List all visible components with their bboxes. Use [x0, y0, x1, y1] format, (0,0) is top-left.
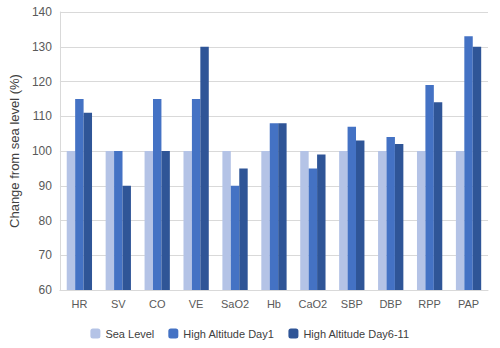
svg-text:Hb: Hb: [267, 298, 281, 310]
svg-text:PAP: PAP: [458, 298, 479, 310]
svg-text:CaO2: CaO2: [299, 298, 328, 310]
svg-text:70: 70: [39, 248, 53, 262]
svg-text:120: 120: [32, 75, 52, 89]
svg-text:VE: VE: [189, 298, 204, 310]
svg-text:110: 110: [33, 109, 52, 123]
svg-text:140: 140: [32, 5, 52, 19]
svg-text:RPP: RPP: [418, 298, 441, 310]
svg-text:Change from sea level (%): Change from sea level (%): [7, 74, 22, 228]
svg-text:CO: CO: [149, 298, 166, 310]
svg-text:60: 60: [39, 283, 53, 297]
svg-text:130: 130: [32, 40, 52, 54]
svg-text:100: 100: [32, 144, 52, 158]
svg-text:80: 80: [39, 214, 53, 228]
svg-text:90: 90: [39, 179, 53, 193]
svg-text:HR: HR: [71, 298, 87, 310]
svg-text:DBP: DBP: [379, 298, 402, 310]
svg-text:High Altitude Day6-11: High Altitude Day6-11: [303, 328, 409, 340]
svg-text:SBP: SBP: [341, 298, 363, 310]
svg-text:SaO2: SaO2: [221, 298, 249, 310]
svg-text:High Altitude Day1: High Altitude Day1: [183, 328, 273, 340]
svg-text:SV: SV: [111, 298, 126, 310]
svg-text:Sea Level: Sea Level: [105, 328, 154, 340]
